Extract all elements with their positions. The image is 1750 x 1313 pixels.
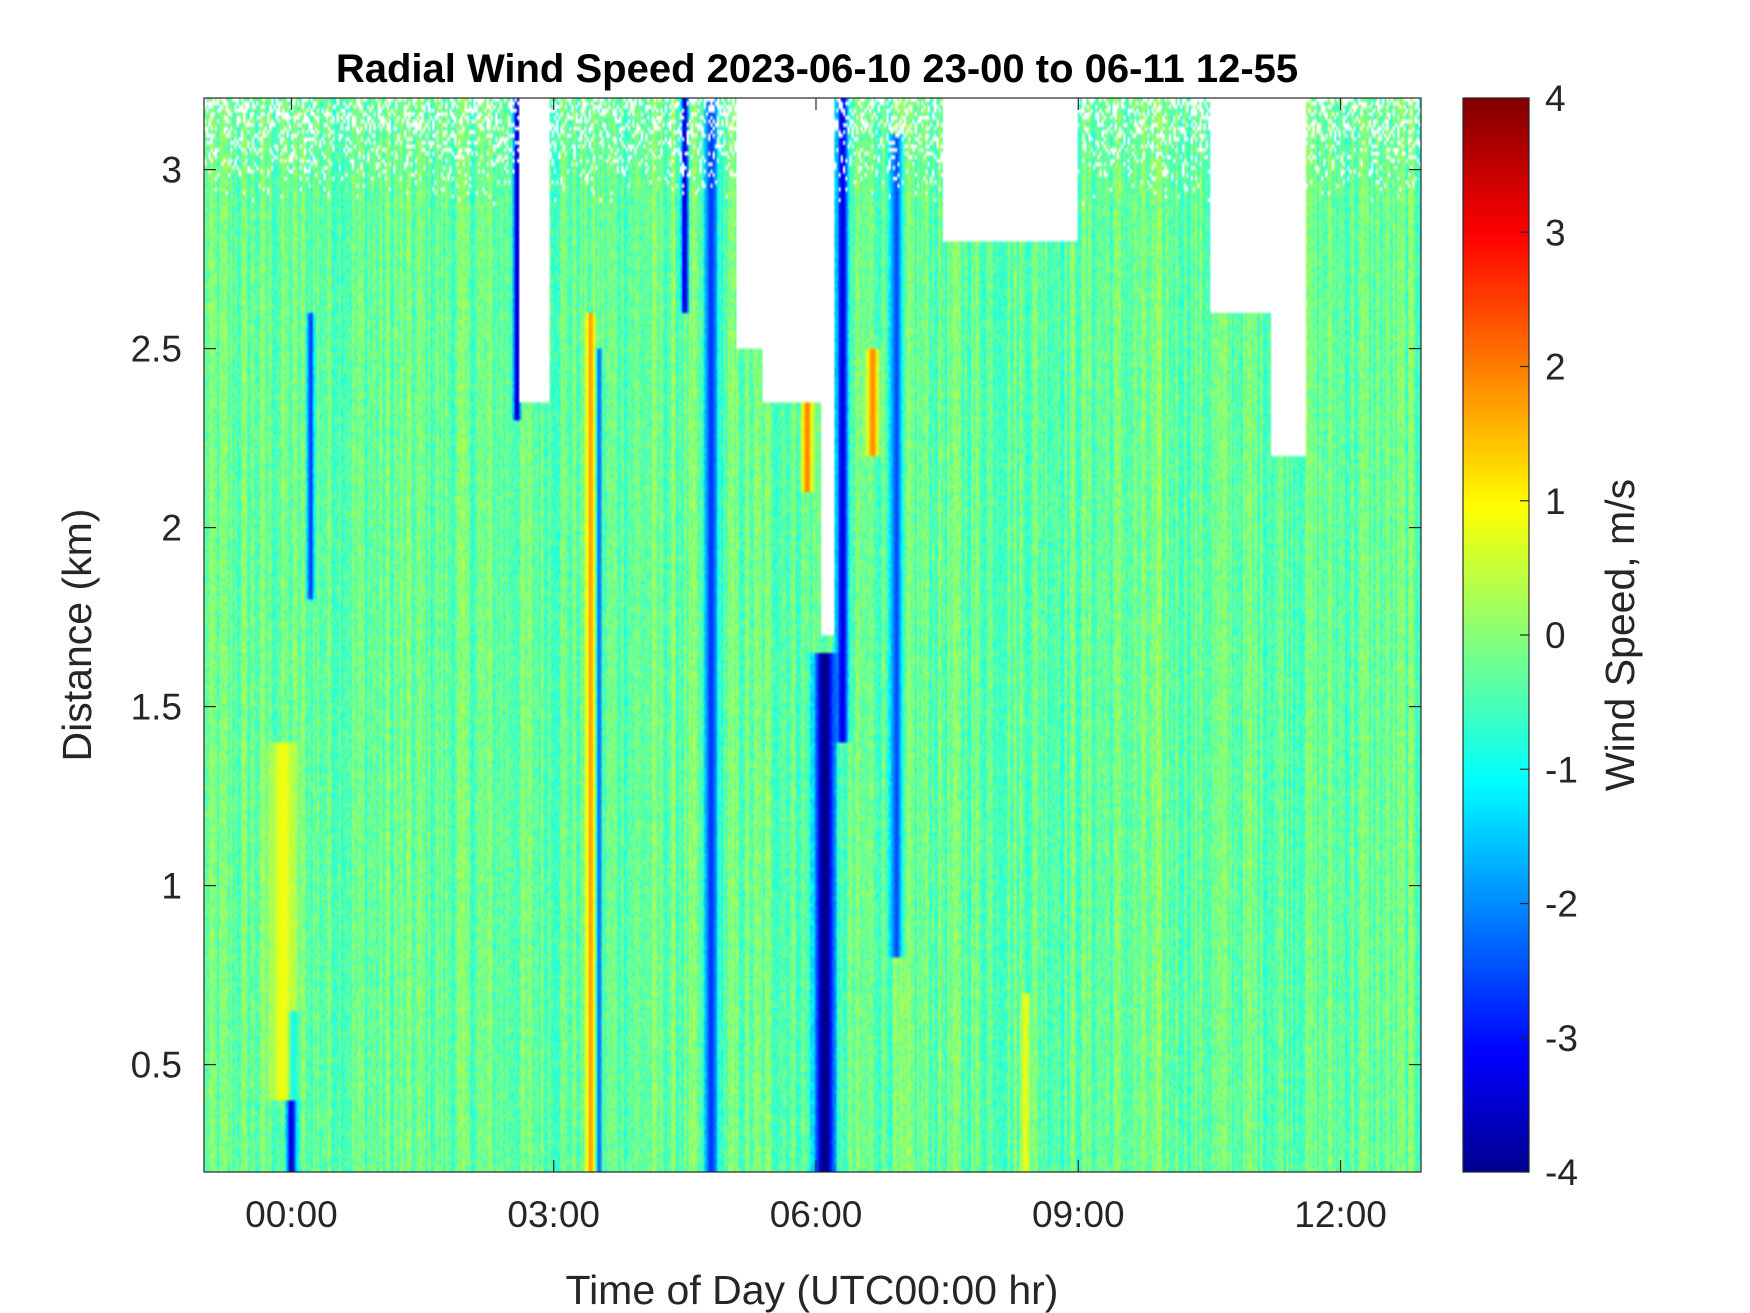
wind-speed-heatmap: [204, 98, 1421, 1172]
colorbar-tick-label: 2: [1545, 347, 1566, 388]
y-axis-label: Distance (km): [54, 509, 100, 762]
y-tick-label: 1: [161, 866, 182, 907]
plot-frame: [203, 97, 1422, 1173]
x-tick-label: 06:00: [770, 1194, 863, 1235]
plot-area: 00:00 03:00 06:00 09:00 12:00 0.5 1 1.5 2 2.5 3: [131, 97, 1422, 1235]
colorbar: -4 -3 -2 -1 0 1 2 3 4 Wind Speed, m/s: [1462, 78, 1643, 1193]
colorbar-label: Wind Speed, m/s: [1597, 479, 1643, 791]
colorbar-tick-label: -3: [1545, 1018, 1578, 1059]
x-tick-label: 09:00: [1032, 1194, 1125, 1235]
colorbar-tick-label: -4: [1545, 1152, 1578, 1193]
y-tick-label: 2.5: [131, 329, 182, 370]
x-axis-label: Time of Day (UTC00:00 hr): [566, 1267, 1059, 1313]
colorbar-ticks: -4 -3 -2 -1 0 1 2 3 4: [1520, 78, 1578, 1193]
colorbar-tick-label: 3: [1545, 212, 1566, 253]
colorbar-gradient: [1462, 97, 1530, 1173]
x-tick-label: 03:00: [507, 1194, 600, 1235]
chart-title: Radial Wind Speed 2023-06-10 23-00 to 06…: [336, 47, 1298, 91]
x-axis-ticks: 00:00 03:00 06:00 09:00 12:00: [245, 98, 1387, 1235]
colorbar-tick-label: -2: [1545, 884, 1578, 925]
colorbar-tick-label: 4: [1545, 78, 1566, 119]
y-tick-label: 1.5: [131, 687, 182, 728]
x-tick-label: 12:00: [1294, 1194, 1387, 1235]
y-tick-label: 0.5: [131, 1045, 182, 1086]
y-tick-label: 3: [161, 150, 182, 191]
x-tick-label: 00:00: [245, 1194, 338, 1235]
y-axis-ticks: 0.5 1 1.5 2 2.5 3: [131, 150, 1421, 1086]
colorbar-tick-label: 0: [1545, 615, 1566, 656]
colorbar-tick-label: 1: [1545, 481, 1566, 522]
y-tick-label: 2: [161, 508, 182, 549]
colorbar-tick-label: -1: [1545, 749, 1578, 790]
